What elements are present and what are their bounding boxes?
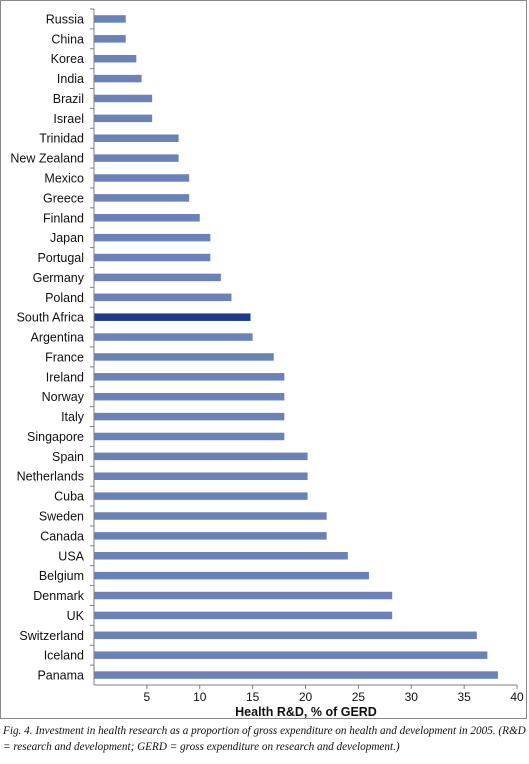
category-label-italy: Italy [61,410,85,424]
bar-greece [94,194,190,202]
category-label-south-africa: South Africa [17,311,84,325]
x-tick-label-10: 10 [193,690,207,704]
category-label-belgium: Belgium [39,569,84,583]
category-label-trinidad: Trinidad [39,132,84,146]
category-label-greece: Greece [43,191,84,205]
bar-italy [94,412,285,421]
bar-usa [94,552,348,560]
bar-canada [94,532,327,540]
x-tick-label-25: 25 [352,690,366,704]
bar-panama [94,671,498,679]
x-tick-label-35: 35 [457,690,471,704]
category-label-norway: Norway [42,390,85,404]
category-label-germany: Germany [33,271,85,285]
figure-caption: Fig. 4. Investment in health research as… [3,723,527,755]
category-label-spain: Spain [52,450,84,464]
bar-cuba [94,492,308,500]
category-label-france: France [45,350,84,364]
x-tick-label-40: 40 [510,690,524,704]
bar-poland [94,293,232,302]
bar-trinidad [94,134,179,142]
bar-france [94,353,274,361]
category-label-poland: Poland [45,291,84,305]
category-label-new-zealand: New Zealand [10,152,84,166]
category-labels: Russia China Korea India Brazil Israel Trinida… [10,12,84,682]
bar-portugal [94,253,211,262]
bar-belgium [94,571,369,580]
category-label-finland: Finland [43,211,84,225]
category-label-mexico: Mexico [44,172,84,186]
category-label-cuba: Cuba [54,490,84,504]
bar-netherlands [94,472,308,480]
bar-south-africa [94,313,251,321]
bar-chart: Russia China Korea India Brazil Israel Trinida… [10,8,524,719]
category-label-sweden: Sweden [39,510,84,524]
bar-switzerland [94,631,477,640]
bar-sweden [94,512,327,520]
category-label-china: China [51,32,84,46]
category-label-brazil: Brazil [53,92,84,106]
bar-russia [94,15,126,23]
bar-india [94,74,142,83]
category-label-india: India [57,72,84,86]
bar-ireland [94,373,285,381]
category-label-argentina: Argentina [30,331,84,345]
category-label-korea: Korea [51,52,84,66]
x-tick-labels: 5 10 15 20 25 30 35 40 [144,690,524,704]
category-label-russia: Russia [46,12,84,26]
category-label-singapore: Singapore [27,430,84,444]
x-tick-label-30: 30 [405,690,419,704]
x-tick-label-5: 5 [144,690,151,704]
bar-germany [94,273,221,282]
bar-finland [94,214,200,222]
category-label-switzerland: Switzerland [19,629,84,643]
caption-text: Investment in health research as a propo… [3,725,526,753]
category-label-denmark: Denmark [33,589,84,603]
category-label-panama: Panama [37,669,84,683]
bar-japan [94,233,211,242]
bar-china [94,35,126,43]
category-label-ireland: Ireland [46,370,84,384]
category-label-uk: UK [67,609,85,623]
category-label-usa: USA [58,549,84,563]
bars-group [94,15,498,679]
bar-singapore [94,432,285,441]
bar-denmark [94,591,393,600]
caption-prefix: Fig. 4. [3,725,33,737]
category-label-portugal: Portugal [37,251,84,265]
axes-group [90,8,518,689]
bar-norway [94,392,285,401]
bar-iceland [94,651,488,659]
bar-spain [94,452,308,461]
bar-uk [94,611,393,620]
bar-israel [94,114,153,123]
category-label-japan: Japan [50,231,84,245]
bar-argentina [94,333,253,341]
x-tick-label-20: 20 [299,690,313,704]
category-label-israel: Israel [53,112,84,126]
category-label-canada: Canada [40,529,84,543]
category-label-netherlands: Netherlands [17,470,84,484]
bar-brazil [94,94,153,103]
x-axis-title: Health R&D, % of GERD [235,705,377,719]
category-label-iceland: Iceland [44,649,84,663]
x-tick-label-15: 15 [246,690,260,704]
bar-mexico [94,174,190,182]
bar-new-zealand [94,154,179,162]
bar-korea [94,54,137,63]
